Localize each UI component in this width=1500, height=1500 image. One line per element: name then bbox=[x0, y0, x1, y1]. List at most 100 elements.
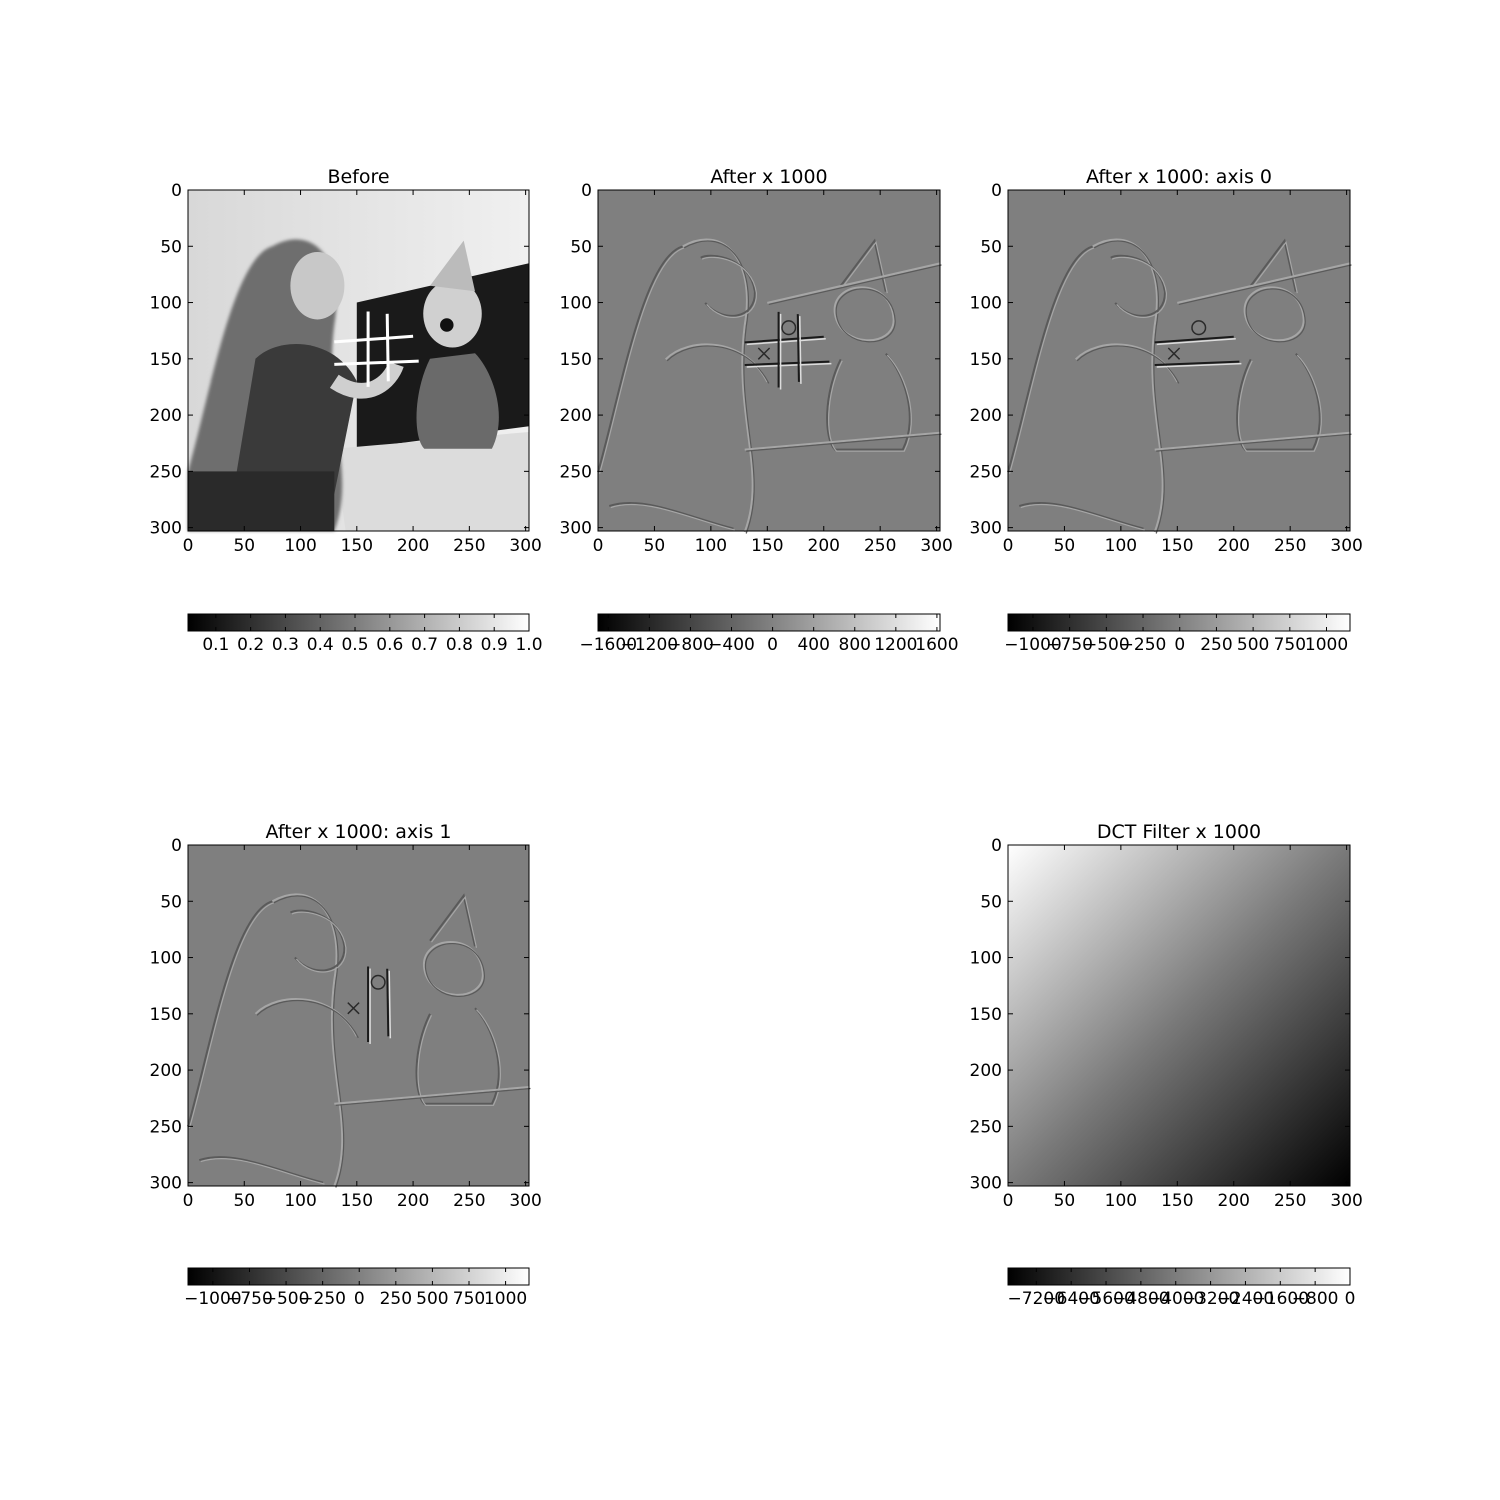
x-tick-label: 150 bbox=[1161, 1191, 1193, 1211]
x-tick-label: 200 bbox=[397, 536, 429, 556]
x-tick-label: 50 bbox=[1054, 536, 1076, 556]
y-tick-label: 0 bbox=[991, 181, 1002, 201]
colorbar-tick-label: −2400 bbox=[1217, 1289, 1275, 1309]
x-tick-label: 100 bbox=[1105, 536, 1137, 556]
colorbar-tick-label: 0.7 bbox=[411, 635, 438, 655]
colorbar-tick-label: −1200 bbox=[621, 635, 679, 655]
colorbar-tick-label: 0.1 bbox=[202, 635, 229, 655]
colorbar-tick-label: −1600 bbox=[580, 635, 638, 655]
y-tick-label: 150 bbox=[560, 350, 592, 370]
x-tick-label: 100 bbox=[1105, 1191, 1137, 1211]
x-tick-label: 300 bbox=[920, 536, 952, 556]
colorbar-tick-label: −1000 bbox=[1004, 635, 1062, 655]
axes-frame bbox=[187, 844, 530, 1187]
y-tick-label: 0 bbox=[171, 181, 182, 201]
colorbar-tick-label: −1000 bbox=[184, 1289, 242, 1309]
x-tick-label: 100 bbox=[284, 536, 316, 556]
subplot-4: After x 1000: axis 10 50 100 150 200 250 30005… bbox=[150, 821, 542, 1309]
subplot-title: Before bbox=[327, 166, 389, 188]
y-tick-label: 200 bbox=[150, 406, 182, 426]
y-tick-label: 100 bbox=[560, 294, 592, 314]
y-tick-label: 150 bbox=[150, 1005, 182, 1025]
colorbar-ramp bbox=[1007, 1267, 1351, 1286]
y-tick-label: 150 bbox=[970, 1005, 1002, 1025]
y-tick-label: 50 bbox=[570, 237, 592, 257]
colorbar-tick-label: −4000 bbox=[1147, 1289, 1205, 1309]
axes-frame bbox=[1007, 844, 1351, 1187]
y-tick-label: 50 bbox=[980, 237, 1002, 257]
colorbar-tick-label: 0 bbox=[1345, 1289, 1356, 1309]
x-tick-label: 0 bbox=[183, 1191, 194, 1211]
y-tick-label: 200 bbox=[970, 1061, 1002, 1081]
colorbar: −7200−6400−5600−4800−4000−3200−2400−1600… bbox=[1007, 1267, 1356, 1309]
colorbar-tick-label: −750 bbox=[226, 1289, 273, 1309]
colorbar-tick-label: −7200 bbox=[1008, 1289, 1066, 1309]
y-tick-label: 300 bbox=[560, 519, 592, 539]
subplot-title: DCT Filter x 1000 bbox=[1097, 821, 1261, 843]
colorbar-tick-label: 1200 bbox=[874, 635, 917, 655]
y-tick-label: 0 bbox=[581, 181, 592, 201]
x-tick-label: 150 bbox=[1161, 536, 1193, 556]
heatmap-image bbox=[1007, 190, 1352, 534]
colorbar-tick-label: 0.8 bbox=[446, 635, 473, 655]
colorbar-tick-label: −750 bbox=[1046, 635, 1093, 655]
colorbar-tick-label: 0 bbox=[767, 635, 778, 655]
colorbar-tick-label: 750 bbox=[453, 1289, 485, 1309]
axes-frame bbox=[597, 189, 941, 532]
y-tick-label: 50 bbox=[160, 892, 182, 912]
colorbar-tick-label: −500 bbox=[1083, 635, 1130, 655]
x-tick-label: 50 bbox=[1054, 1191, 1076, 1211]
y-tick-label: 300 bbox=[970, 1174, 1002, 1194]
colorbar-tick-label: 0.2 bbox=[237, 635, 264, 655]
y-tick-label: 250 bbox=[150, 1117, 182, 1137]
x-tick-label: 150 bbox=[341, 536, 373, 556]
x-tick-label: 200 bbox=[808, 536, 840, 556]
heatmap-image bbox=[1008, 845, 1350, 1186]
axes-frame bbox=[1007, 189, 1351, 532]
x-tick-label: 300 bbox=[1330, 1191, 1362, 1211]
x-tick-label: 100 bbox=[284, 1191, 316, 1211]
x-tick-label: 200 bbox=[1218, 536, 1250, 556]
colorbar-tick-label: 1000 bbox=[484, 1289, 527, 1309]
y-tick-label: 150 bbox=[970, 350, 1002, 370]
axes-frame bbox=[187, 189, 530, 532]
colorbar-ramp bbox=[187, 613, 530, 632]
subplot-title: After x 1000: axis 1 bbox=[266, 821, 452, 843]
colorbar-tick-label: 500 bbox=[416, 1289, 448, 1309]
heatmap-image bbox=[188, 190, 529, 532]
x-tick-label: 0 bbox=[593, 536, 604, 556]
x-tick-label: 0 bbox=[1003, 536, 1014, 556]
colorbar-tick-label: 1.0 bbox=[515, 635, 542, 655]
y-tick-label: 200 bbox=[560, 406, 592, 426]
heatmap-image bbox=[187, 845, 531, 1188]
y-tick-label: 50 bbox=[160, 237, 182, 257]
colorbar-tick-label: 1600 bbox=[915, 635, 958, 655]
x-tick-label: 300 bbox=[1330, 536, 1362, 556]
colorbar-tick-label: 800 bbox=[839, 635, 871, 655]
y-tick-label: 300 bbox=[970, 519, 1002, 539]
colorbar-tick-label: 250 bbox=[1200, 635, 1232, 655]
colorbar-ramp bbox=[1007, 613, 1351, 632]
colorbar-tick-label: 1000 bbox=[1305, 635, 1348, 655]
colorbar-tick-label: 400 bbox=[797, 635, 829, 655]
x-tick-label: 100 bbox=[695, 536, 727, 556]
y-tick-label: 200 bbox=[970, 406, 1002, 426]
y-tick-label: 100 bbox=[970, 294, 1002, 314]
colorbar-tick-label: −800 bbox=[667, 635, 714, 655]
y-tick-label: 300 bbox=[150, 1174, 182, 1194]
colorbar-tick-label: −4800 bbox=[1112, 1289, 1170, 1309]
y-tick-label: 100 bbox=[970, 949, 1002, 969]
y-tick-label: 250 bbox=[970, 1117, 1002, 1137]
x-tick-label: 250 bbox=[453, 1191, 485, 1211]
colorbar-tick-label: 0.6 bbox=[376, 635, 403, 655]
x-tick-label: 250 bbox=[1274, 536, 1306, 556]
colorbar-ramp bbox=[597, 613, 941, 632]
y-tick-label: 300 bbox=[150, 519, 182, 539]
x-tick-label: 150 bbox=[341, 1191, 373, 1211]
y-tick-label: 200 bbox=[150, 1061, 182, 1081]
colorbar-ramp bbox=[187, 1267, 530, 1286]
colorbar-tick-label: 500 bbox=[1237, 635, 1269, 655]
colorbar-tick-label: −400 bbox=[708, 635, 755, 655]
